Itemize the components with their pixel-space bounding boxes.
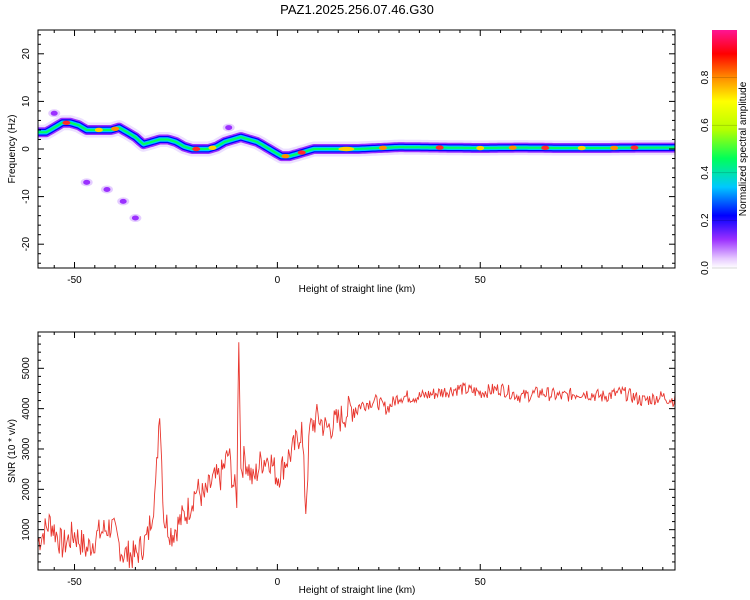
spectral-blob [225, 125, 233, 131]
snr-frame [37, 331, 676, 571]
spectrogram-y-tick-label: 0 [21, 146, 32, 152]
spectral-peak [62, 120, 71, 126]
spectral-peak [541, 145, 550, 151]
spectral-peak [297, 150, 306, 155]
spectrogram-y-tick-label: 20 [21, 48, 32, 60]
spectrogram-frame [37, 29, 676, 269]
snr-y-tick-label: 2000 [21, 478, 32, 501]
snr-y-tick-label: 5000 [21, 357, 32, 380]
spectral-peak [577, 145, 586, 151]
snr-plot-area [38, 332, 675, 570]
spectrogram-x-tick-label: 50 [475, 275, 487, 286]
spectrogram-x-tick-label: -50 [67, 275, 82, 286]
snr-series-line [38, 342, 675, 569]
colorbar-tick-label: 0.4 [700, 165, 711, 179]
spectral-blob [131, 215, 139, 221]
snr-panel: -50 0 50 1000 2000 3000 4000 5000 Height of str… [7, 331, 676, 596]
spectral-ridge-core [38, 121, 675, 158]
snr-x-tick-label: -50 [67, 577, 82, 588]
spectral-peak [192, 146, 201, 152]
spectral-blob [50, 110, 58, 116]
spectral-blob [83, 179, 91, 185]
spectral-peak [111, 126, 120, 131]
spectrogram-panel: -50 0 50 20 10 0 -10 -20 Height of straight lin… [7, 29, 676, 295]
spectral-peak [435, 145, 444, 150]
figure-title: PAZ1.2025.256.07.46.G30 [280, 2, 434, 17]
spectrogram-x-axis-title: Height of straight line (km) [299, 284, 416, 295]
spectral-peak [94, 127, 103, 133]
colorbar: 0.0 0.2 0.4 0.6 0.8 Normalized spectral ampl… [700, 30, 749, 275]
spectrogram-y-tick-label: -10 [21, 189, 32, 204]
spectrogram-y-axis-title: Frequency (Hz) [7, 115, 18, 184]
spectral-blob [119, 198, 127, 204]
snr-x-tick-label: 0 [275, 577, 281, 588]
spectral-peak [508, 145, 517, 150]
snr-x-tick-label: 50 [475, 577, 487, 588]
spectrogram-y-tick-label: 10 [21, 95, 32, 107]
spectral-peak [338, 146, 355, 152]
spectral-peak [476, 145, 485, 151]
spectrogram-x-tick-label: 0 [275, 275, 281, 286]
spectrogram-y-tick-label: -20 [21, 237, 32, 252]
snr-x-axis-title: Height of straight line (km) [299, 585, 416, 596]
colorbar-tick-label: 0.6 [700, 118, 711, 132]
snr-y-tick-label: 4000 [21, 397, 32, 420]
colorbar-label: Normalized spectral amplitude [738, 81, 749, 216]
snr-y-tick-label: 3000 [21, 437, 32, 460]
snr-y-tick-label: 1000 [21, 518, 32, 541]
spectral-peak [378, 145, 387, 151]
colorbar-tick-label: 0.2 [700, 213, 711, 227]
snr-y-axis-title: SNR (10 * v/v) [7, 419, 18, 483]
colorbar-tick-label: 0.0 [700, 261, 711, 275]
spectral-peak [630, 145, 639, 150]
colorbar-gradient [712, 30, 737, 268]
colorbar-ticks: 0.0 0.2 0.4 0.6 0.8 [700, 70, 737, 275]
spectral-peak [208, 145, 217, 151]
colorbar-tick-label: 0.8 [700, 70, 711, 84]
spectral-blob [103, 186, 111, 192]
spectrogram-marks [38, 109, 675, 223]
spectral-peak [610, 145, 619, 151]
snr-marks [38, 342, 675, 569]
spectral-peak [281, 153, 290, 159]
